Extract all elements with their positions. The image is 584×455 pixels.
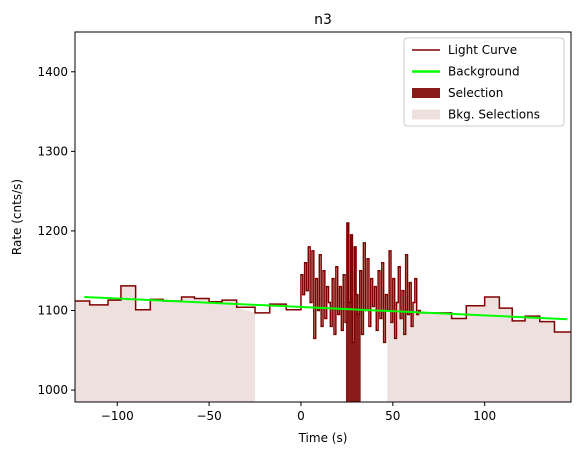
legend-swatch-2 [412,88,440,98]
legend-label-3: Bkg. Selections [448,108,540,122]
legend-label-1: Background [448,65,520,79]
background-fit-layer [84,295,568,321]
bkg-selection-region-0 [75,285,256,402]
x-axis-label: Time (s) [298,431,348,445]
background-fit-line [84,295,568,321]
light-curve-layer [75,222,571,344]
selection-layer [345,222,361,402]
x-tick-label: −100 [101,409,134,423]
y-tick-label: 1400 [37,65,68,79]
legend-label-0: Light Curve [448,43,517,57]
x-tick-label: −50 [196,409,221,423]
chart-title: n3 [314,12,332,28]
legend-box [403,37,565,127]
y-tick-label: 1000 [37,383,68,397]
legend-swatch-3 [412,109,440,120]
chart-legend: Light Curve Background Selection Bkg. Selec… [403,37,565,127]
plot-frame [74,31,572,403]
y-tick-label: 1100 [37,303,68,317]
bkg-selection-region-1 [387,250,571,402]
y-tick-label: 1200 [37,224,68,238]
y-axis-label: Rate (cnts/s) [10,179,24,255]
bkg-selections-layer [75,250,571,402]
y-tick-label: 1300 [37,144,68,158]
legend-label-2: Selection [448,86,503,100]
x-tick-label: 0 [297,409,305,423]
x-tick-label: 50 [385,409,400,423]
selection-region [345,222,361,402]
x-tick-label: 100 [473,409,496,423]
x-axis-ticks: −100 −50 0 50 100 [101,402,496,423]
y-axis-ticks: 1000 1100 1200 1300 1400 [37,65,75,397]
light-curve-line [75,222,571,344]
